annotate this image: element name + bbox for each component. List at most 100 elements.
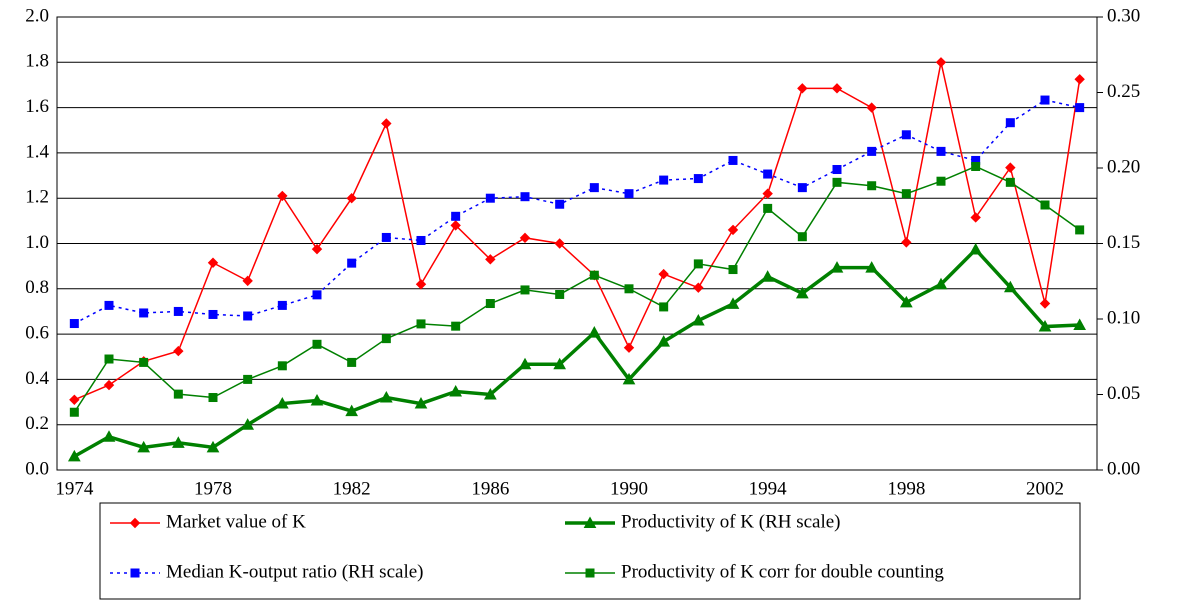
x-tick-label: 1990: [610, 478, 648, 499]
data-point: [416, 319, 426, 329]
series-line: [73, 165, 1081, 413]
data-point: [449, 384, 463, 397]
x-tick-label: 1974: [55, 478, 94, 499]
data-point: [243, 374, 253, 384]
data-point: [761, 270, 775, 282]
data-point: [622, 372, 636, 385]
y-tick-label: 1.4: [25, 141, 49, 162]
data-point: [1038, 320, 1052, 332]
data-point: [1040, 95, 1050, 105]
data-point: [345, 404, 359, 417]
legend-box: [99, 502, 1081, 600]
data-point: [693, 282, 704, 293]
y-tick-label: 0.0: [25, 458, 49, 479]
y2-tick-label: 0.05: [1107, 383, 1140, 404]
data-point: [310, 394, 324, 406]
data-point: [832, 177, 842, 187]
data-point: [277, 190, 288, 202]
data-point: [832, 165, 842, 175]
data-point: [381, 118, 392, 129]
data-point: [346, 192, 357, 204]
data-point: [624, 189, 634, 199]
data-point: [726, 297, 740, 309]
data-point: [277, 300, 287, 310]
y2-tick-label: 0.00: [1107, 458, 1140, 479]
data-point: [554, 238, 565, 249]
data-point: [275, 397, 289, 409]
data-point: [208, 393, 218, 403]
data-point: [901, 189, 911, 199]
data-point: [936, 176, 946, 186]
y-tick-label: 0.8: [25, 277, 49, 298]
data-point: [587, 326, 601, 338]
legend-marker: [583, 516, 597, 528]
data-point: [623, 342, 635, 353]
data-point: [589, 270, 599, 280]
y2-tick-label: 0.15: [1107, 232, 1140, 253]
y-tick-label: 2.0: [25, 5, 49, 26]
data-point: [379, 390, 393, 403]
data-point: [970, 212, 981, 223]
series-line: [73, 247, 1080, 458]
data-point: [1005, 177, 1015, 187]
data-point: [69, 407, 79, 417]
data-point: [1075, 225, 1085, 235]
data-point: [103, 379, 115, 391]
data-point: [520, 192, 530, 202]
y-tick-label: 1.8: [25, 51, 49, 72]
data-point: [67, 449, 81, 462]
x-tick-label: 2002: [1026, 478, 1064, 499]
legend-label: Market value of K: [166, 511, 306, 532]
data-point: [173, 306, 183, 316]
data-point: [520, 285, 530, 295]
legend-marker: [585, 568, 595, 578]
data-point: [414, 397, 428, 409]
data-point: [762, 188, 773, 199]
legend-label: Median K-output ratio (RH scale): [166, 561, 423, 582]
x-tick-label: 1982: [333, 478, 371, 499]
data-point: [797, 183, 807, 193]
data-point: [659, 302, 669, 312]
data-point: [1040, 200, 1050, 210]
data-point: [901, 130, 911, 140]
data-point: [69, 319, 79, 329]
data-point: [763, 203, 773, 213]
data-point: [1074, 74, 1085, 85]
data-point: [1075, 103, 1085, 113]
x-tick-label: 1994: [749, 478, 788, 499]
legend-marker: [130, 568, 140, 578]
data-point: [102, 430, 116, 442]
series-line: [74, 62, 1081, 401]
data-point: [173, 389, 183, 399]
data-point: [727, 224, 739, 236]
data-point: [312, 290, 322, 300]
data-point: [624, 284, 634, 294]
data-point: [312, 339, 322, 349]
data-point: [311, 243, 323, 255]
data-point: [485, 254, 496, 265]
x-tick-label: 1998: [887, 478, 925, 499]
data-point: [797, 83, 808, 94]
data-point: [555, 199, 565, 209]
data-point: [589, 183, 599, 193]
data-point: [1003, 280, 1017, 293]
data-point: [415, 279, 427, 290]
data-point: [1039, 298, 1051, 309]
data-point: [347, 258, 357, 268]
data-point: [971, 161, 981, 171]
data-point: [659, 175, 669, 185]
data-point: [797, 232, 807, 242]
plot-frame: [56, 16, 1098, 471]
y-tick-label: 0.4: [25, 368, 49, 389]
data-point: [901, 237, 912, 248]
data-point: [693, 174, 703, 184]
data-point: [242, 275, 253, 287]
data-point: [243, 311, 253, 321]
y-tick-label: 1.2: [25, 187, 49, 208]
data-point: [451, 321, 461, 331]
data-point: [450, 220, 461, 231]
data-point: [485, 299, 495, 309]
data-point: [139, 308, 149, 318]
data-point: [867, 181, 877, 191]
